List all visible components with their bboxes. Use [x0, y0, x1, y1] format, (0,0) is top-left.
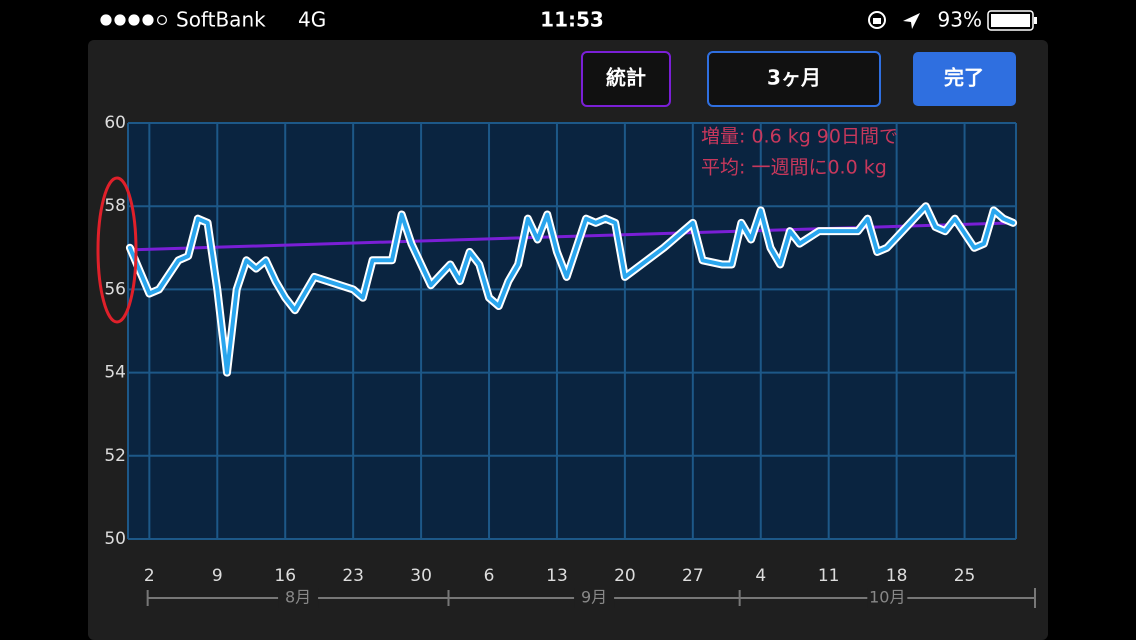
done-button-label[interactable]: 完了	[944, 66, 984, 90]
plot-area	[128, 123, 1016, 539]
x-tick-label: 27	[682, 566, 704, 586]
annotation: 平均: 一週間に0.0 kg	[701, 157, 887, 179]
y-tick-label: 50	[104, 529, 126, 549]
network: 4G	[298, 8, 326, 32]
y-tick-label: 52	[104, 446, 126, 466]
annotation: 増量: 0.6 kg 90日間で	[701, 126, 898, 148]
month-label: 9月	[581, 588, 607, 607]
status-icons	[868, 11, 920, 29]
x-tick-label: 11	[818, 566, 840, 586]
x-tick-label: 9	[212, 566, 223, 586]
range-button-label[interactable]: 3ヶ月	[767, 66, 821, 90]
chart: 50 52 54 56 58 60 2 9 16 23 30 6 13 20 27 4 11 18 25 8月 9月 10…	[104, 113, 1036, 608]
signal	[100, 14, 168, 26]
x-tick-label: 2	[144, 566, 155, 586]
x-tick-label: 23	[342, 566, 364, 586]
x-tick-label: 13	[546, 566, 568, 586]
y-tick-label: 60	[104, 113, 126, 133]
highlight-ellipse	[96, 176, 138, 324]
carrier: SoftBank	[176, 8, 266, 32]
done-button[interactable]	[913, 52, 1016, 106]
y-tick-label: 58	[104, 196, 126, 216]
x-tick-label: 20	[614, 566, 636, 586]
stats-button[interactable]	[581, 51, 671, 107]
range-button[interactable]	[707, 51, 881, 107]
x-tick-label: 6	[484, 566, 495, 586]
data-line	[127, 204, 1016, 375]
month-label: 8月	[285, 588, 311, 607]
battery-percent: 93%	[938, 8, 982, 32]
month-label: 10月	[869, 588, 905, 607]
x-tick-label: 25	[954, 566, 976, 586]
x-tick-label: 30	[410, 566, 432, 586]
month-label-bg	[278, 588, 319, 608]
x-tick-label: 4	[755, 566, 766, 586]
stats-button-label[interactable]: 統計	[606, 66, 646, 90]
clock: 11:53	[540, 8, 604, 32]
battery-icon	[987, 10, 1037, 31]
month-label-bg	[574, 588, 615, 608]
x-tick-label: 18	[886, 566, 908, 586]
y-tick-label: 56	[104, 279, 126, 299]
y-tick-label: 54	[104, 363, 126, 383]
x-tick-label: 16	[274, 566, 296, 586]
month-label-bg	[867, 588, 908, 608]
